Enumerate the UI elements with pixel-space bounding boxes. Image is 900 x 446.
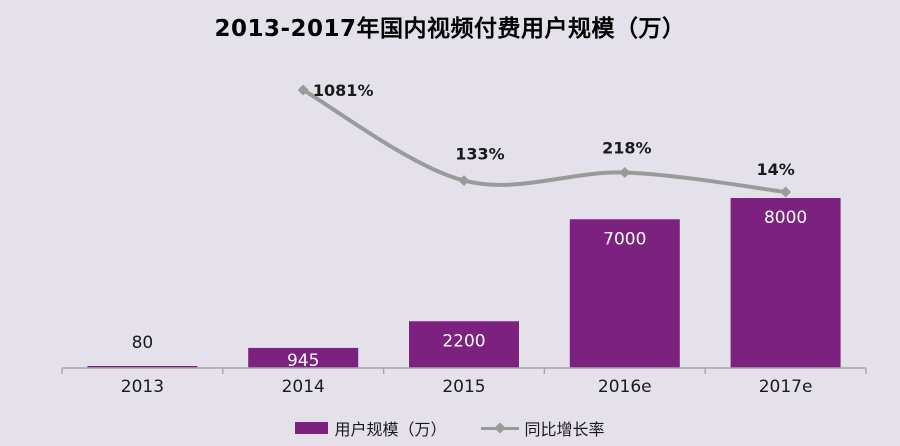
growth-label-2017e: 14% — [756, 160, 794, 179]
growth-label-2016e: 218% — [602, 138, 651, 157]
growth-label-2015: 133% — [455, 145, 504, 164]
growth-line — [301, 87, 788, 194]
bar-2013 — [87, 366, 198, 368]
chart-title: 2013-2017年国内视频付费用户规模（万） — [214, 16, 686, 42]
x-axis-label-2015: 2015 — [442, 377, 485, 397]
x-axis-label-2013: 2013 — [121, 377, 164, 397]
line-legend-swatch-icon — [480, 422, 519, 434]
bar-legend-swatch-icon — [295, 422, 329, 434]
bar-value-label-2017e: 8000 — [764, 208, 807, 228]
bar-2015 — [409, 321, 519, 368]
legend: 用户规模（万） 同比增长率 — [0, 416, 900, 440]
legend-label-growth: 同比增长率 — [524, 420, 605, 439]
growth-label-2014: 1081% — [313, 81, 374, 100]
growth-marker-2017e — [780, 186, 792, 198]
bar-value-label-2015: 2200 — [442, 331, 485, 351]
growth-marker-2015 — [458, 175, 470, 187]
growth-marker-2014 — [297, 84, 309, 96]
bar-value-label-2016e: 7000 — [603, 229, 646, 249]
legend-label-users: 用户规模（万） — [334, 420, 447, 439]
legend-item-users: 用户规模（万） — [295, 416, 447, 440]
x-axis-label-2017e: 2017e — [759, 377, 813, 397]
bar-2014 — [248, 347, 359, 368]
growth-marker-2016e — [619, 166, 631, 178]
bar-2016e — [569, 219, 680, 368]
bar-2017e — [730, 198, 841, 368]
bar-value-label-2014: 945 — [287, 351, 319, 371]
legend-item-growth: 同比增长率 — [480, 416, 605, 440]
bar-value-label-2013: 80 — [132, 333, 154, 353]
x-axis-label-2016e: 2016e — [598, 377, 652, 397]
x-axis-label-2014: 2014 — [282, 377, 325, 397]
